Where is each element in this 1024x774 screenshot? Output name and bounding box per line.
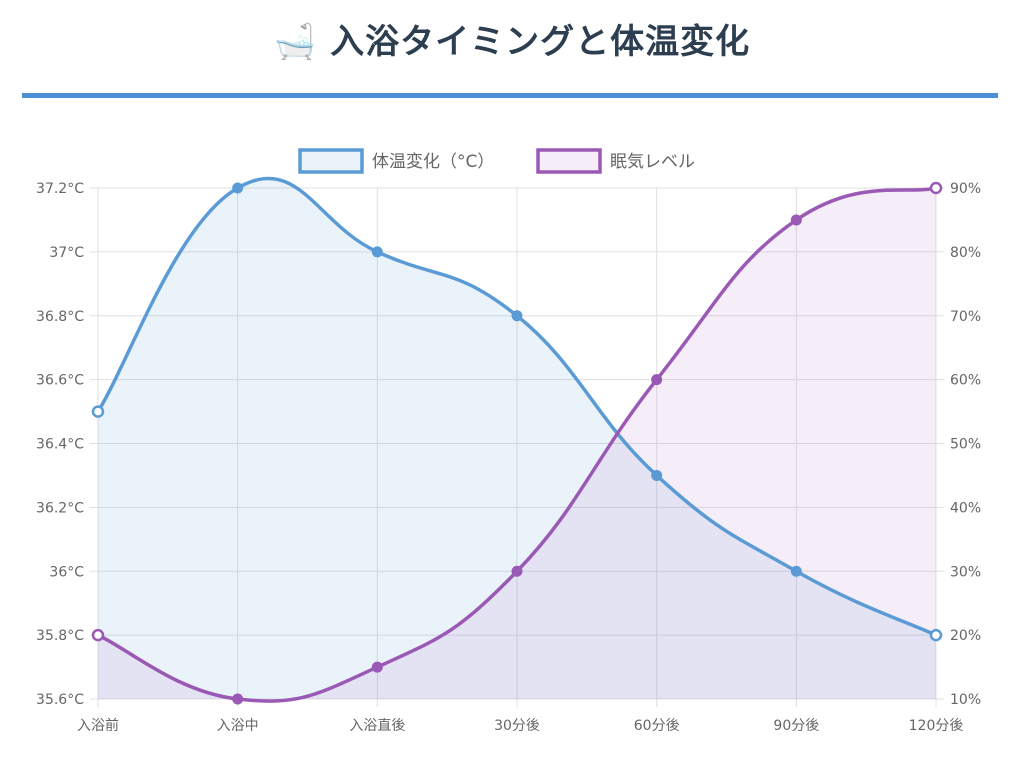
y-left-tick-label: 36°C	[49, 564, 84, 580]
x-tick-label: 入浴直後	[349, 717, 405, 734]
temperature-point[interactable]	[511, 310, 523, 322]
sleepiness-point[interactable]	[371, 661, 383, 673]
temperature-point[interactable]	[371, 246, 383, 258]
sleepiness-point[interactable]	[929, 181, 943, 195]
temperature-line	[96, 176, 937, 637]
y-left-tick-label: 36.2°C	[36, 500, 84, 516]
y-left-tick-label: 36.8°C	[36, 309, 84, 325]
y-right-tick-label: 90%	[950, 181, 981, 197]
y-right-tick-label: 30%	[950, 564, 981, 580]
y-right-tick-label: 20%	[950, 628, 981, 644]
legend-label-sleepiness[interactable]: 眠気レベル	[610, 152, 695, 172]
sleepiness-point[interactable]	[511, 565, 523, 577]
x-tick-label: 入浴中	[217, 718, 259, 734]
x-tick-label: 90分後	[773, 718, 819, 734]
y-right-tick-label: 40%	[950, 500, 981, 516]
legend-label-temperature[interactable]: 体温変化（°C）	[372, 152, 494, 172]
y-right-tick-label: 10%	[950, 692, 981, 708]
sleepiness-point[interactable]	[790, 214, 802, 226]
y-right-tick-label: 80%	[950, 245, 981, 261]
temperature-point[interactable]	[790, 565, 802, 577]
temperature-point[interactable]	[232, 182, 244, 194]
x-tick-label: 30分後	[494, 718, 540, 734]
title-divider	[22, 93, 998, 98]
y-left-tick-label: 36.6°C	[36, 373, 84, 389]
y-right-tick-label: 70%	[950, 309, 981, 325]
sleepiness-point[interactable]	[91, 628, 105, 642]
x-tick-label: 入浴前	[77, 717, 119, 734]
area-fills	[98, 178, 936, 702]
legend-swatch-temperature[interactable]	[298, 148, 364, 174]
y-right-tick-label: 60%	[950, 373, 981, 389]
temperature-point[interactable]	[91, 405, 105, 418]
y-left-tick-label: 35.8°C	[36, 628, 84, 644]
axis-labels: 35.6°C 35.8°C 36°C 36.2°C 36.4°C 36.6°C 36.8°C…	[36, 181, 981, 734]
x-tick-label: 120分後	[909, 718, 964, 734]
y-left-tick-label: 37°C	[49, 245, 84, 261]
y-right-tick-label: 50%	[950, 437, 981, 453]
temperature-area	[98, 178, 936, 699]
data-points	[91, 181, 943, 705]
x-tick-label: 60分後	[634, 718, 680, 734]
sleepiness-point[interactable]	[651, 374, 663, 386]
sleepiness-area	[98, 188, 936, 702]
temperature-point[interactable]	[651, 469, 663, 481]
sleepiness-point[interactable]	[232, 693, 244, 705]
legend[interactable]: 体温変化（°C） 眠気レベル	[298, 148, 695, 174]
y-left-tick-label: 36.4°C	[36, 437, 84, 453]
legend-swatch-sleepiness[interactable]	[536, 148, 602, 174]
y-left-tick-label: 35.6°C	[36, 692, 84, 708]
page-title: 🛁 入浴タイミングと体温変化	[273, 22, 751, 62]
y-left-tick-label: 37.2°C	[36, 181, 84, 197]
temperature-point[interactable]	[929, 628, 943, 642]
